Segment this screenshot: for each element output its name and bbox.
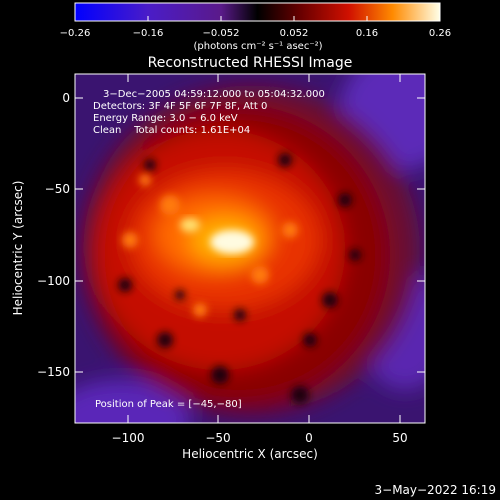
info-clean: Clean Total counts: 1.61E+04 xyxy=(93,125,250,136)
footer-date: 3−May−2022 16:19 xyxy=(375,483,497,497)
y-tick: 0 xyxy=(62,91,70,105)
colorbar-units: (photons cm⁻² s⁻¹ asec⁻²) xyxy=(193,41,322,52)
colorbar: −0.26 −0.16 −0.052 0.052 0.16 0.26 (phot… xyxy=(60,2,451,52)
plot-frame xyxy=(74,73,426,424)
info-time-range: 3−Dec−2005 04:59:12.000 to 05:04:32.000 xyxy=(103,89,325,100)
colorbar-gradient xyxy=(74,2,441,22)
x-tick: 50 xyxy=(392,431,407,445)
colorbar-tick: 0.16 xyxy=(356,28,378,39)
x-tick: 0 xyxy=(305,431,313,445)
plot-title: Reconstructed RHESSI Image xyxy=(148,55,353,71)
y-tick: −150 xyxy=(37,365,70,379)
x-axis-label: Heliocentric X (arcsec) xyxy=(182,447,318,461)
info-peak: Position of Peak = [−45,−80] xyxy=(95,399,242,410)
y-tick: −50 xyxy=(45,182,70,196)
x-tick: −50 xyxy=(205,431,230,445)
colorbar-tick: −0.052 xyxy=(202,28,239,39)
y-tick: −100 xyxy=(37,274,70,288)
colorbar-tick: −0.26 xyxy=(60,28,91,39)
info-energy: Energy Range: 3.0 − 6.0 keV xyxy=(93,113,238,124)
colorbar-tick: 0.052 xyxy=(280,28,309,39)
colorbar-tick: −0.16 xyxy=(133,28,164,39)
solar-xray-image xyxy=(75,74,425,423)
info-detectors: Detectors: 3F 4F 5F 6F 7F 8F, Att 0 xyxy=(93,101,267,112)
y-axis-label: Heliocentric Y (arcsec) xyxy=(11,181,25,316)
colorbar-tick: 0.26 xyxy=(429,28,451,39)
x-tick: −100 xyxy=(112,431,145,445)
